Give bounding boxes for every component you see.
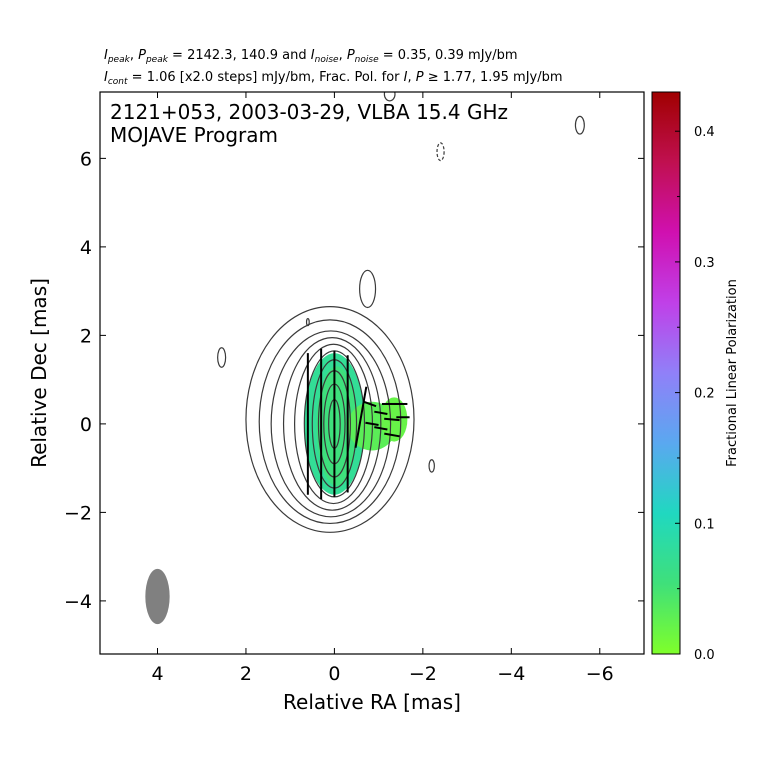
header-line-1: Ipeak, Ppeak = 2142.3, 140.9 and Inoise,… bbox=[104, 48, 518, 65]
header-line-2: Icont = 1.06 [x2.0 steps] mJy/bm, Frac. … bbox=[104, 70, 563, 87]
plot-title-line-2: MOJAVE Program bbox=[110, 123, 278, 147]
noise-contour bbox=[217, 347, 227, 368]
evpa-vector bbox=[374, 410, 388, 415]
noise-contour bbox=[574, 115, 585, 135]
y-tick-label: 2 bbox=[80, 325, 92, 347]
contour-layer bbox=[217, 92, 585, 533]
evpa-vector bbox=[384, 432, 400, 438]
noise-contour bbox=[383, 92, 396, 102]
colorbar-tick-label: 0.3 bbox=[694, 256, 715, 271]
y-tick-label: 0 bbox=[80, 414, 92, 436]
y-axis-label: Relative Dec [mas] bbox=[27, 278, 51, 468]
plot-frame bbox=[99, 91, 645, 655]
evpa-vector bbox=[363, 400, 377, 408]
intensity-contour bbox=[270, 330, 392, 518]
colorbar bbox=[651, 91, 681, 655]
noise-contour bbox=[359, 269, 377, 309]
x-tick-label: 2 bbox=[240, 663, 252, 685]
evpa-vector bbox=[374, 426, 388, 431]
y-tick-label: −2 bbox=[64, 502, 92, 524]
colorbar-tick-label: 0.2 bbox=[694, 387, 715, 402]
evpa-vector bbox=[354, 386, 368, 448]
y-tick-label: −4 bbox=[64, 591, 92, 613]
intensity-contour bbox=[258, 319, 402, 525]
x-axis-label: Relative RA [mas] bbox=[283, 690, 461, 714]
evpa-vector bbox=[384, 417, 400, 422]
x-tick-label: 0 bbox=[328, 663, 340, 685]
x-tick-label: −2 bbox=[409, 663, 437, 685]
colorbar-tick-label: 0.1 bbox=[694, 517, 715, 532]
colorbar-ticks: 0.0 0.1 0.2 0.3 0.4 bbox=[675, 125, 715, 663]
x-tick-label: −4 bbox=[497, 663, 525, 685]
plot-title-line-1: 2121+053, 2003-03-29, VLBA 15.4 GHz bbox=[110, 100, 508, 124]
colorbar-tick-label: 0.4 bbox=[694, 125, 715, 140]
beam-layer bbox=[145, 568, 170, 625]
y-tick-label: 4 bbox=[80, 237, 92, 259]
y-ticks: −4 −2 0 2 4 6 bbox=[64, 148, 644, 613]
noise-contour bbox=[305, 317, 310, 327]
noise-contour bbox=[428, 459, 435, 473]
evpa-vector bbox=[365, 421, 379, 427]
x-tick-label: 4 bbox=[151, 663, 163, 685]
intensity-contour bbox=[245, 306, 415, 533]
intensity-contour bbox=[282, 336, 382, 511]
y-tick-label: 6 bbox=[80, 148, 92, 170]
evpa-vector-layer bbox=[306, 348, 410, 500]
plot-area bbox=[145, 92, 585, 625]
negative-contour bbox=[436, 142, 445, 162]
x-tick-label: −6 bbox=[586, 663, 614, 685]
beam-ellipse bbox=[145, 568, 170, 625]
colorbar-label: Fractional Linear Polarization bbox=[725, 279, 740, 467]
x-ticks: 4 2 0 −2 −4 −6 bbox=[151, 92, 614, 685]
colorbar-tick-label: 0.0 bbox=[694, 648, 715, 663]
